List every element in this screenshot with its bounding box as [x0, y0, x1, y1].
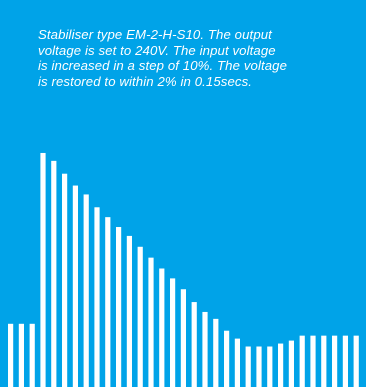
bar-16: [170, 278, 176, 387]
bar-12: [126, 235, 132, 387]
bar-21: [224, 330, 230, 387]
bar-7: [72, 185, 78, 387]
bar-23: [245, 346, 251, 387]
bar-24: [256, 346, 262, 387]
bar-29: [310, 335, 316, 387]
bar-26: [278, 343, 284, 387]
bar-3: [29, 323, 35, 387]
bar-32: [342, 335, 348, 387]
bar-25: [267, 346, 273, 387]
bar-20: [213, 318, 219, 387]
bar-8: [83, 194, 89, 387]
bar-30: [321, 335, 327, 387]
caption-line-4: is restored to within 2% in 0.15secs.: [38, 73, 253, 89]
caption-line-3: is increased in a step of 10%. The volta…: [38, 58, 288, 73]
chart-caption: Stabiliser type EM-2-H-S10. The output v…: [38, 27, 358, 89]
caption-line-1: Stabiliser type EM-2-H-S10. The output: [38, 27, 272, 42]
bar-11: [116, 227, 122, 387]
bar-14: [148, 257, 154, 387]
bar-15: [159, 268, 165, 387]
bar-2: [18, 323, 24, 387]
bar-13: [137, 246, 143, 387]
bar-5: [51, 160, 57, 387]
bar-33: [353, 335, 359, 387]
bar-9: [94, 207, 100, 387]
bar-18: [191, 302, 197, 387]
bar-1: [8, 323, 14, 387]
bar-19: [202, 311, 208, 387]
bar-22: [234, 338, 240, 387]
bar-27: [288, 340, 294, 387]
bar-28: [299, 335, 305, 387]
bar-4: [40, 152, 46, 387]
bar-6: [62, 173, 68, 387]
bar-10: [105, 217, 111, 387]
bar-31: [332, 335, 338, 387]
caption-line-2: voltage is set to 240V. The input voltag…: [38, 42, 276, 58]
bar-17: [180, 289, 186, 387]
